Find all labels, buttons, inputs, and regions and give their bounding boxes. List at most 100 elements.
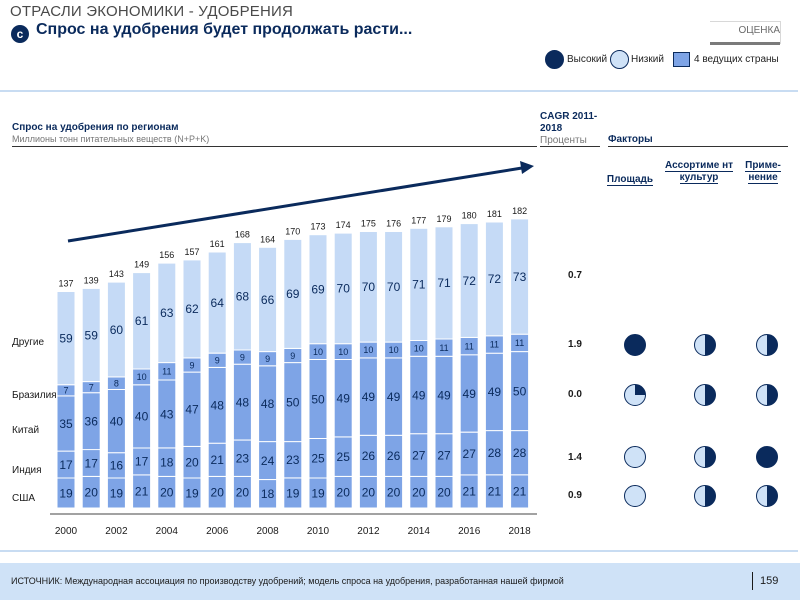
x-tick-label: 2010 [307,526,330,537]
bar-value-label: 25 [337,450,351,464]
bar-value-label: 19 [286,486,300,500]
bar-value-label: 50 [286,396,300,410]
bar-segment-5-2010 [308,234,328,345]
bar-value-label: 70 [387,280,401,294]
bar-segment-5-2018 [510,218,530,335]
bar-value-label: 20 [185,456,199,470]
harvey-ball-fill [705,334,716,356]
bar-value-label: 27 [437,448,451,462]
bar-value-label: 20 [337,486,351,500]
bar-total-label: 161 [210,239,225,249]
factors-rule [608,146,788,147]
bar-segment-5-2003 [132,272,152,370]
cagr-rule [540,146,600,147]
bar-value-label: 26 [362,449,376,463]
bar-segment-5-2006 [207,251,227,354]
bar-total-label: 176 [386,219,401,229]
bar-value-label: 71 [437,276,451,290]
legend-high-label: Высокий [567,54,608,65]
bar-total-label: 182 [512,206,527,216]
bar-value-label: 20 [236,486,250,500]
trend-arrowhead [520,161,534,174]
x-tick-label: 2008 [256,526,279,537]
harvey-ball-icon [624,485,646,507]
bar-value-label: 10 [414,344,424,354]
bar-value-label: 35 [59,417,73,431]
bar-segment-5-2004 [157,262,177,364]
bar-value-label: 48 [261,397,275,411]
bar-segment-5-2005 [182,259,202,359]
cagr-value-china: 0.0 [568,389,582,400]
bar-value-label: 11 [162,367,171,377]
bar-value-label: 20 [412,486,426,500]
harvey-ball-fill [635,384,646,395]
bar-total-label: 177 [411,215,426,225]
bar-value-label: 19 [185,486,199,500]
bar-value-label: 19 [59,486,73,500]
bar-value-label: 69 [286,287,300,301]
bar-value-label: 20 [85,486,99,500]
bar-total-label: 181 [487,209,502,219]
rating-label: ОЦЕНКА [738,25,780,36]
bar-value-label: 17 [135,455,149,469]
bar-value-label: 7 [63,386,68,396]
bar-segment-5-2002 [106,281,126,378]
cagr-subtitle: Проценты [540,135,587,146]
bar-value-label: 59 [59,332,73,346]
bar-segment-5-2013 [384,231,404,343]
chart-frame [0,90,798,552]
bar-value-label: 20 [211,486,225,500]
bar-value-label: 10 [389,345,399,355]
harvey-ball-fill [767,334,778,356]
bar-total-label: 156 [159,250,174,260]
bar-value-label: 66 [261,293,275,307]
stacked-bar-chart: 19 17 35 7 59 137 2000 20 17 36 7 59 139 19 16 40 8 60 143… [50,161,778,537]
bar-value-label: 49 [362,390,376,404]
bar-value-label: 70 [362,280,376,294]
cagr-title: CAGR 2011-2018 [540,111,598,134]
bar-segment-5-2015 [434,226,454,340]
legend-high-icon [545,50,564,69]
bar-total-label: 157 [184,247,199,257]
row-label-usa: США [12,493,36,504]
x-tick-label: 2006 [206,526,229,537]
bar-value-label: 61 [135,314,149,328]
bar-value-label: 64 [211,296,225,310]
bar-value-label: 59 [85,328,99,342]
cagr-value-india: 1.4 [568,452,582,463]
bar-value-label: 19 [311,486,325,500]
bar-value-label: 19 [110,486,124,500]
bar-total-label: 143 [109,269,124,279]
bar-total-label: 175 [361,219,376,229]
page-separator [752,572,753,590]
bar-value-label: 28 [488,446,502,460]
bar-value-label: 9 [189,360,194,370]
bar-value-label: 11 [515,338,524,348]
legend-low-icon [610,50,629,69]
chart-title-rule [12,146,537,147]
bar-total-label: 170 [285,226,300,236]
bar-value-label: 20 [362,486,376,500]
bar-value-label: 72 [463,274,477,288]
bar-value-label: 10 [137,372,147,382]
harvey-ball-fill [624,334,646,356]
x-tick-label: 2014 [408,526,431,537]
bar-segment-5-2008 [258,246,278,353]
row-label-india: Индия [12,465,42,476]
bar-segment-5-2009 [283,238,303,349]
bar-value-label: 49 [387,390,401,404]
x-tick-label: 2012 [357,526,380,537]
bar-value-label: 9 [290,351,295,361]
bar-segment-5-2017 [484,221,504,337]
chart-subtitle: Миллионы тонн питательных веществ (N+P+K… [12,134,210,144]
bar-total-label: 137 [58,279,73,289]
x-tick-label: 2002 [105,526,128,537]
factor-header-application: Приме- нение [745,160,781,184]
trend-arrow-shaft [67,166,523,243]
bar-value-label: 49 [488,385,502,399]
bar-value-label: 11 [439,343,448,353]
legend-low-label: Низкий [631,54,664,65]
factor-header-area: Площадь [606,174,654,186]
harvey-ball-fill [767,485,778,507]
rating-box [710,21,781,44]
